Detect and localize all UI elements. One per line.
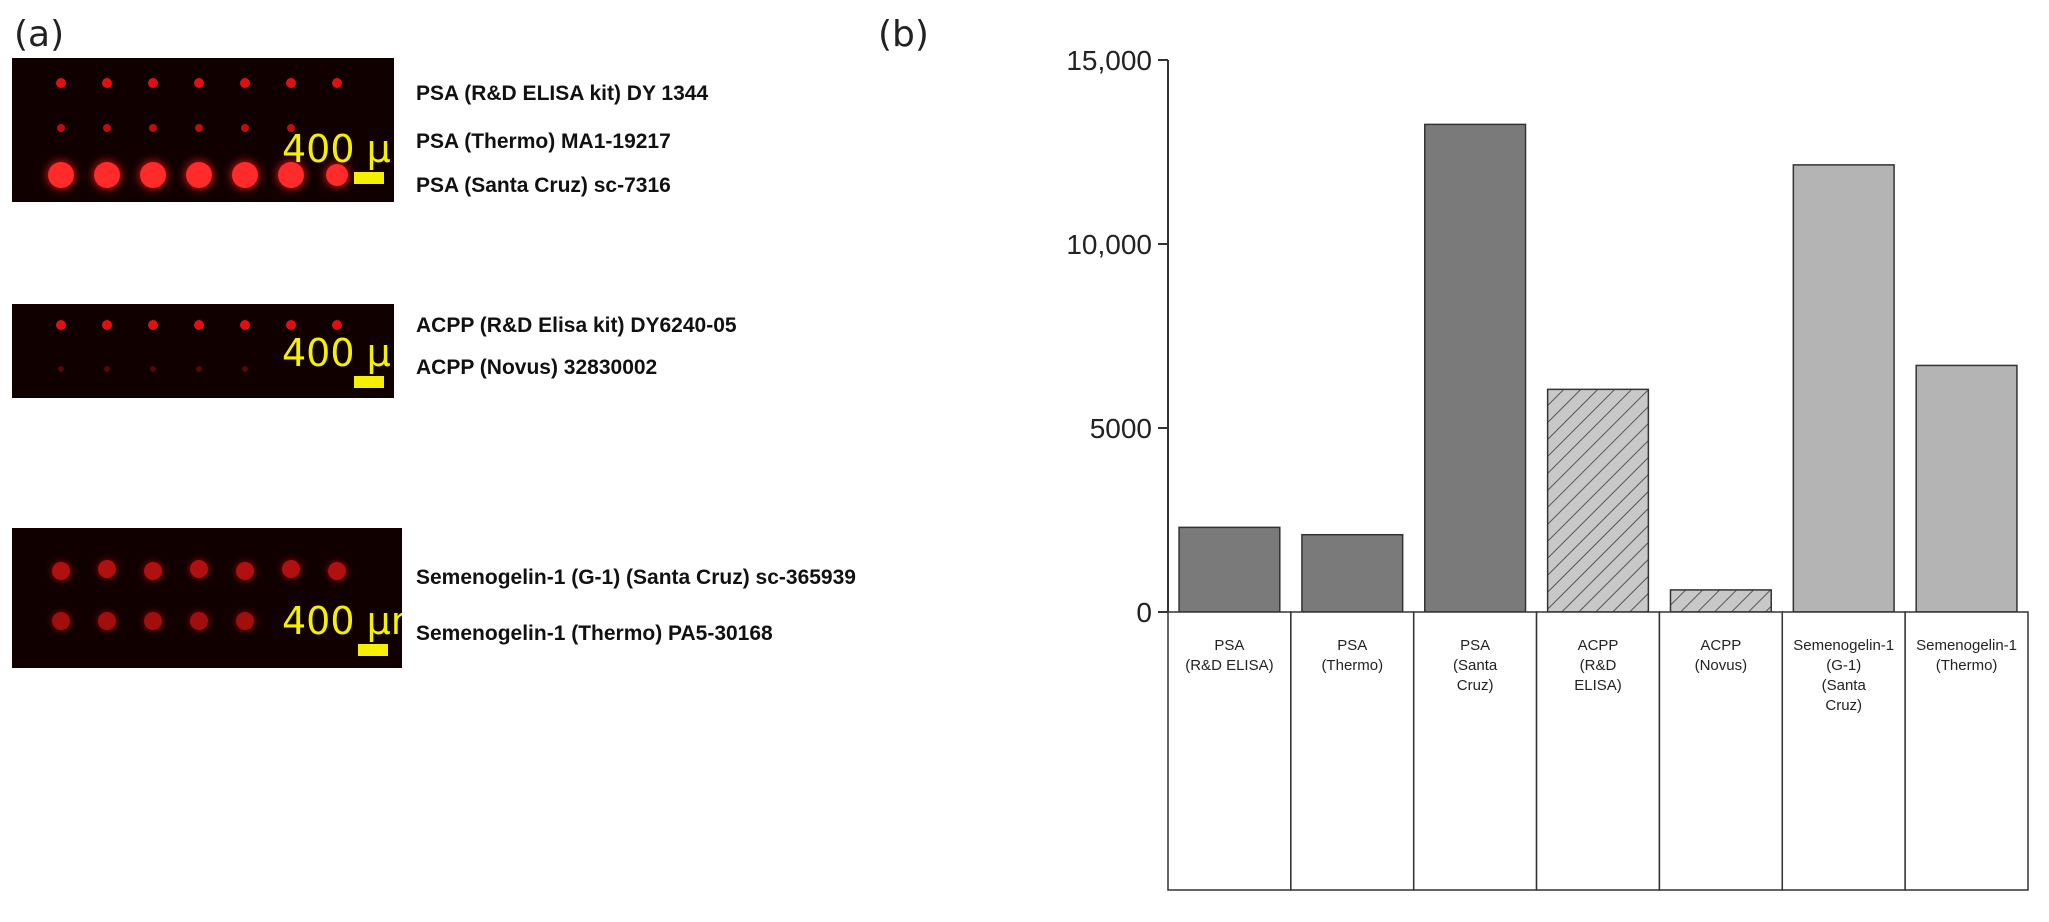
- x-tick-label: ELISA): [1574, 677, 1622, 694]
- scale-bar-label: 400 µm: [282, 127, 394, 171]
- spot: [190, 560, 208, 578]
- x-tick-label: (Santa: [1453, 657, 1498, 674]
- spot: [98, 560, 116, 578]
- scale-bar-label: 400 µm: [282, 331, 394, 375]
- antibody-label: ACPP (R&D Elisa kit) DY6240-05: [416, 314, 737, 337]
- x-tick-label: PSA: [1337, 637, 1367, 654]
- scale-bar-label: 400 µm: [282, 599, 402, 643]
- spot: [241, 124, 249, 132]
- bar: [1546, 388, 1650, 613]
- spot: [94, 162, 120, 188]
- category-box: [1535, 611, 1661, 891]
- spot: [240, 78, 250, 88]
- scale-bar: [358, 644, 388, 656]
- spot: [48, 162, 74, 188]
- x-tick-label: (Thermo): [1321, 657, 1383, 674]
- spot: [186, 162, 212, 188]
- antibody-label: Semenogelin-1 (Thermo) PA5-30168: [416, 622, 773, 645]
- x-tick-label: ACPP: [1700, 637, 1741, 654]
- antibody-label: ACPP (Novus) 32830002: [416, 356, 658, 379]
- x-tick-label: Cruz): [1457, 677, 1494, 694]
- panel-b-label: (b): [878, 14, 929, 55]
- x-tick-label: (Novus): [1695, 657, 1748, 674]
- x-tick-label: (R&D: [1580, 657, 1617, 674]
- scale-bar: [354, 172, 384, 184]
- bar: [1915, 364, 2018, 613]
- antibody-label: PSA (Thermo) MA1-19217: [416, 130, 671, 153]
- category-box: [1781, 611, 1906, 891]
- spot: [149, 124, 157, 132]
- spot: [150, 366, 156, 372]
- spot: [236, 612, 254, 630]
- spot: [332, 320, 342, 330]
- x-tick-label: PSA: [1460, 637, 1490, 654]
- spot: [52, 562, 70, 580]
- spot: [196, 366, 202, 372]
- x-tick-label: (Santa: [1822, 677, 1867, 694]
- spot: [144, 562, 162, 580]
- spot: [56, 78, 66, 88]
- y-tick-label: 10,000: [1066, 229, 1152, 260]
- panel-a-label: (a): [14, 14, 65, 55]
- fluorescence-image-semenogelin: 400 µm: [12, 528, 402, 668]
- x-tick-label: (Thermo): [1936, 657, 1998, 674]
- fluorescence-image-psa: 400 µm: [12, 58, 394, 202]
- spot: [102, 78, 112, 88]
- spot: [102, 320, 112, 330]
- y-tick-label: 15,000: [1066, 50, 1152, 76]
- antibody-label: PSA (Santa Cruz) sc-7316: [416, 174, 671, 197]
- scale-bar: [354, 376, 384, 388]
- spot: [240, 320, 250, 330]
- y-tick-label: 5000: [1090, 413, 1152, 444]
- spot: [332, 78, 342, 88]
- spot: [194, 320, 204, 330]
- spot: [103, 124, 111, 132]
- spot: [148, 320, 158, 330]
- spot: [328, 562, 346, 580]
- spot: [286, 78, 296, 88]
- category-box: [1904, 611, 2029, 891]
- spot: [242, 366, 248, 372]
- category-box: [1412, 611, 1538, 891]
- bar-chart: 0 5000 10,000 15,000 PSA (R&D ELISA) PSA (Ther…: [1066, 50, 2029, 891]
- spot: [286, 320, 296, 330]
- spot: [57, 124, 65, 132]
- fluorescence-image-acpp: 400 µm: [12, 304, 394, 398]
- category-box: [1658, 611, 1784, 891]
- bar: [1301, 533, 1404, 613]
- spot: [236, 562, 254, 580]
- spot: [144, 612, 162, 630]
- x-tick-label: Cruz): [1825, 697, 1862, 714]
- x-tick-label: (R&D ELISA): [1185, 657, 1273, 674]
- x-tick-label: ACPP: [1578, 637, 1619, 654]
- spot: [140, 162, 166, 188]
- spot: [148, 78, 158, 88]
- bar: [1669, 589, 1772, 613]
- antibody-label: PSA (R&D ELISA kit) DY 1344: [416, 82, 709, 105]
- spot: [326, 164, 348, 186]
- spot: [278, 162, 304, 188]
- spot: [195, 124, 203, 132]
- x-tick-label: Semenogelin-1: [1916, 637, 2017, 654]
- spot: [52, 612, 70, 630]
- x-tick-label: (G-1): [1826, 657, 1861, 674]
- x-tick-label: PSA: [1214, 637, 1244, 654]
- x-tick-label: Semenogelin-1: [1793, 637, 1894, 654]
- antibody-label: Semenogelin-1 (G-1) (Santa Cruz) sc-3659…: [416, 566, 856, 589]
- bar: [1792, 164, 1895, 613]
- spot: [232, 162, 258, 188]
- spot: [190, 612, 208, 630]
- y-tick-label: 0: [1136, 597, 1152, 628]
- spot: [287, 124, 295, 132]
- spot: [282, 560, 300, 578]
- spot: [56, 320, 66, 330]
- bar: [1178, 526, 1281, 613]
- spot: [58, 366, 64, 372]
- bar: [1424, 123, 1527, 613]
- category-box: [1290, 611, 1415, 891]
- spot: [104, 366, 110, 372]
- spot: [194, 78, 204, 88]
- spot: [98, 612, 116, 630]
